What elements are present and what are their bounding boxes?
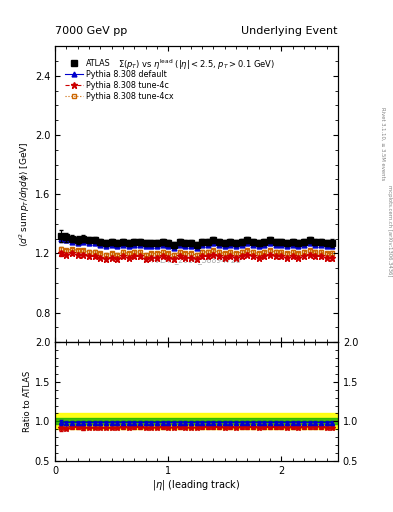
Text: 7000 GeV pp: 7000 GeV pp (55, 26, 127, 36)
Text: mcplots.cern.ch [arXiv:1306.3436]: mcplots.cern.ch [arXiv:1306.3436] (387, 185, 391, 276)
Text: Underlying Event: Underlying Event (241, 26, 338, 36)
X-axis label: $|\eta|$ (leading track): $|\eta|$ (leading track) (152, 478, 241, 493)
Text: Rivet 3.1.10, ≥ 3.5M events: Rivet 3.1.10, ≥ 3.5M events (381, 106, 386, 180)
Text: ATLAS_2010_S8894728: ATLAS_2010_S8894728 (151, 255, 242, 264)
Y-axis label: $\langle d^2\, {\rm sum}\, p_T / d\eta d\phi \rangle$ [GeV]: $\langle d^2\, {\rm sum}\, p_T / d\eta d… (18, 141, 32, 247)
Text: $\Sigma(p_T)$ vs $\eta^{\rm lead}$ ($|\eta| < 2.5$, $p_T > 0.1$ GeV): $\Sigma(p_T)$ vs $\eta^{\rm lead}$ ($|\e… (118, 58, 275, 72)
Y-axis label: Ratio to ATLAS: Ratio to ATLAS (23, 371, 32, 432)
Legend: ATLAS, Pythia 8.308 default, Pythia 8.308 tune-4c, Pythia 8.308 tune-4cx: ATLAS, Pythia 8.308 default, Pythia 8.30… (62, 56, 177, 104)
